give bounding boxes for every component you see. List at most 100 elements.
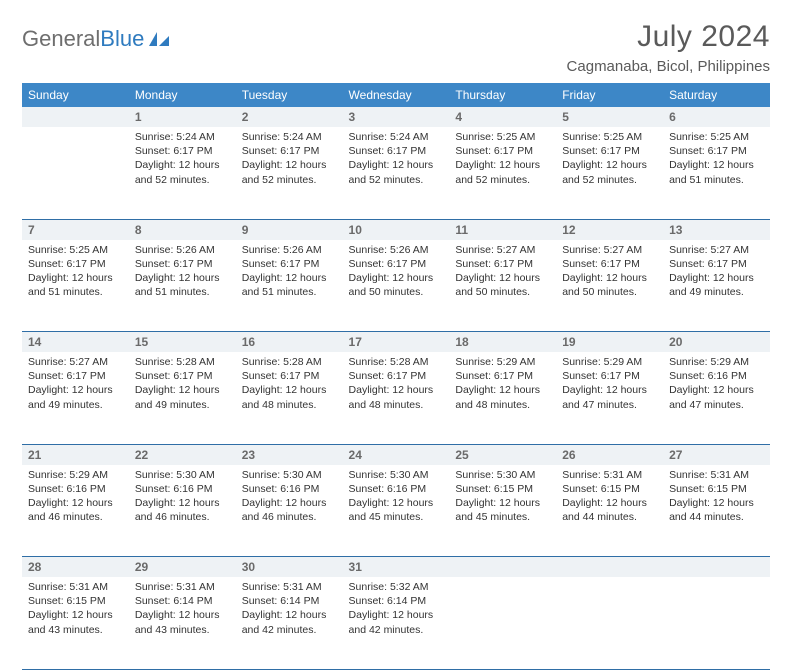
daylight-line: Daylight: 12 hours and 45 minutes. [349, 496, 444, 524]
day-cell: Sunrise: 5:24 AMSunset: 6:17 PMDaylight:… [129, 127, 236, 219]
daylight-line: Daylight: 12 hours and 48 minutes. [455, 383, 550, 411]
sunrise-line: Sunrise: 5:29 AM [669, 355, 764, 369]
sunrise-line: Sunrise: 5:30 AM [242, 468, 337, 482]
sunrise-line: Sunrise: 5:29 AM [562, 355, 657, 369]
sunset-line: Sunset: 6:17 PM [349, 257, 444, 271]
day-number: 2 [236, 107, 343, 127]
daylight-line: Daylight: 12 hours and 51 minutes. [135, 271, 230, 299]
header: GeneralBlue July 2024 Cagmanaba, Bicol, … [22, 20, 770, 75]
sunrise-line: Sunrise: 5:26 AM [242, 243, 337, 257]
logo-text-blue: Blue [100, 26, 144, 52]
day-content: Sunrise: 5:30 AMSunset: 6:16 PMDaylight:… [343, 465, 450, 531]
day-cell: Sunrise: 5:27 AMSunset: 6:17 PMDaylight:… [556, 240, 663, 332]
sunset-line: Sunset: 6:17 PM [28, 369, 123, 383]
sunrise-line: Sunrise: 5:28 AM [135, 355, 230, 369]
day-content: Sunrise: 5:26 AMSunset: 6:17 PMDaylight:… [236, 240, 343, 306]
day-cell: Sunrise: 5:24 AMSunset: 6:17 PMDaylight:… [343, 127, 450, 219]
daylight-line: Daylight: 12 hours and 49 minutes. [135, 383, 230, 411]
daylight-line: Daylight: 12 hours and 50 minutes. [562, 271, 657, 299]
day-content: Sunrise: 5:30 AMSunset: 6:16 PMDaylight:… [129, 465, 236, 531]
week-row: Sunrise: 5:29 AMSunset: 6:16 PMDaylight:… [22, 465, 770, 557]
sunrise-line: Sunrise: 5:28 AM [349, 355, 444, 369]
daylight-line: Daylight: 12 hours and 47 minutes. [669, 383, 764, 411]
day-cell: Sunrise: 5:31 AMSunset: 6:15 PMDaylight:… [22, 577, 129, 669]
day-cell [449, 577, 556, 669]
day-number: 22 [129, 444, 236, 465]
sunset-line: Sunset: 6:17 PM [242, 257, 337, 271]
day-content: Sunrise: 5:29 AMSunset: 6:17 PMDaylight:… [556, 352, 663, 418]
sunset-line: Sunset: 6:17 PM [669, 144, 764, 158]
day-content: Sunrise: 5:31 AMSunset: 6:14 PMDaylight:… [236, 577, 343, 643]
month-title: July 2024 [567, 20, 770, 54]
sunset-line: Sunset: 6:17 PM [669, 257, 764, 271]
day-content: Sunrise: 5:28 AMSunset: 6:17 PMDaylight:… [343, 352, 450, 418]
day-cell: Sunrise: 5:28 AMSunset: 6:17 PMDaylight:… [343, 352, 450, 444]
daylight-line: Daylight: 12 hours and 46 minutes. [28, 496, 123, 524]
day-header: Monday [129, 83, 236, 107]
sunset-line: Sunset: 6:16 PM [135, 482, 230, 496]
day-cell: Sunrise: 5:27 AMSunset: 6:17 PMDaylight:… [663, 240, 770, 332]
day-cell [22, 127, 129, 219]
day-content: Sunrise: 5:31 AMSunset: 6:15 PMDaylight:… [663, 465, 770, 531]
daylight-line: Daylight: 12 hours and 47 minutes. [562, 383, 657, 411]
day-cell: Sunrise: 5:25 AMSunset: 6:17 PMDaylight:… [556, 127, 663, 219]
daylight-line: Daylight: 12 hours and 42 minutes. [242, 608, 337, 636]
day-cell: Sunrise: 5:31 AMSunset: 6:15 PMDaylight:… [663, 465, 770, 557]
sunrise-line: Sunrise: 5:31 AM [669, 468, 764, 482]
day-number: 6 [663, 107, 770, 127]
day-content: Sunrise: 5:27 AMSunset: 6:17 PMDaylight:… [663, 240, 770, 306]
day-content: Sunrise: 5:28 AMSunset: 6:17 PMDaylight:… [236, 352, 343, 418]
sunset-line: Sunset: 6:15 PM [669, 482, 764, 496]
sunrise-line: Sunrise: 5:25 AM [669, 130, 764, 144]
sunrise-line: Sunrise: 5:31 AM [562, 468, 657, 482]
day-number: 10 [343, 219, 450, 240]
sunrise-line: Sunrise: 5:26 AM [135, 243, 230, 257]
sunrise-line: Sunrise: 5:29 AM [455, 355, 550, 369]
day-cell: Sunrise: 5:27 AMSunset: 6:17 PMDaylight:… [449, 240, 556, 332]
daylight-line: Daylight: 12 hours and 48 minutes. [242, 383, 337, 411]
day-header: Saturday [663, 83, 770, 107]
sunset-line: Sunset: 6:17 PM [242, 369, 337, 383]
day-number: 23 [236, 444, 343, 465]
day-number: 27 [663, 444, 770, 465]
day-content: Sunrise: 5:24 AMSunset: 6:17 PMDaylight:… [236, 127, 343, 193]
day-content: Sunrise: 5:27 AMSunset: 6:17 PMDaylight:… [449, 240, 556, 306]
day-content: Sunrise: 5:25 AMSunset: 6:17 PMDaylight:… [449, 127, 556, 193]
day-content: Sunrise: 5:30 AMSunset: 6:16 PMDaylight:… [236, 465, 343, 531]
daylight-line: Daylight: 12 hours and 43 minutes. [135, 608, 230, 636]
daylight-line: Daylight: 12 hours and 52 minutes. [135, 158, 230, 186]
day-cell: Sunrise: 5:28 AMSunset: 6:17 PMDaylight:… [236, 352, 343, 444]
daylight-line: Daylight: 12 hours and 50 minutes. [349, 271, 444, 299]
day-number: 17 [343, 332, 450, 353]
daylight-line: Daylight: 12 hours and 46 minutes. [135, 496, 230, 524]
day-number: 26 [556, 444, 663, 465]
sunset-line: Sunset: 6:16 PM [669, 369, 764, 383]
day-cell: Sunrise: 5:30 AMSunset: 6:16 PMDaylight:… [343, 465, 450, 557]
sunrise-line: Sunrise: 5:30 AM [135, 468, 230, 482]
sunset-line: Sunset: 6:16 PM [349, 482, 444, 496]
sunrise-line: Sunrise: 5:26 AM [349, 243, 444, 257]
day-number: 4 [449, 107, 556, 127]
day-number: 14 [22, 332, 129, 353]
daylight-line: Daylight: 12 hours and 50 minutes. [455, 271, 550, 299]
sunset-line: Sunset: 6:17 PM [455, 144, 550, 158]
sunset-line: Sunset: 6:17 PM [135, 369, 230, 383]
daylight-line: Daylight: 12 hours and 52 minutes. [349, 158, 444, 186]
sunrise-line: Sunrise: 5:31 AM [28, 580, 123, 594]
day-content: Sunrise: 5:32 AMSunset: 6:14 PMDaylight:… [343, 577, 450, 643]
day-number: 18 [449, 332, 556, 353]
day-content: Sunrise: 5:27 AMSunset: 6:17 PMDaylight:… [22, 352, 129, 418]
daylight-line: Daylight: 12 hours and 48 minutes. [349, 383, 444, 411]
daylight-line: Daylight: 12 hours and 49 minutes. [28, 383, 123, 411]
day-cell: Sunrise: 5:29 AMSunset: 6:17 PMDaylight:… [449, 352, 556, 444]
sunrise-line: Sunrise: 5:25 AM [562, 130, 657, 144]
sunrise-line: Sunrise: 5:27 AM [669, 243, 764, 257]
day-cell: Sunrise: 5:25 AMSunset: 6:17 PMDaylight:… [663, 127, 770, 219]
day-number: 28 [22, 557, 129, 578]
daylight-line: Daylight: 12 hours and 51 minutes. [28, 271, 123, 299]
day-cell [556, 577, 663, 669]
day-cell: Sunrise: 5:26 AMSunset: 6:17 PMDaylight:… [129, 240, 236, 332]
day-cell: Sunrise: 5:25 AMSunset: 6:17 PMDaylight:… [22, 240, 129, 332]
location: Cagmanaba, Bicol, Philippines [567, 58, 770, 75]
day-number: 25 [449, 444, 556, 465]
